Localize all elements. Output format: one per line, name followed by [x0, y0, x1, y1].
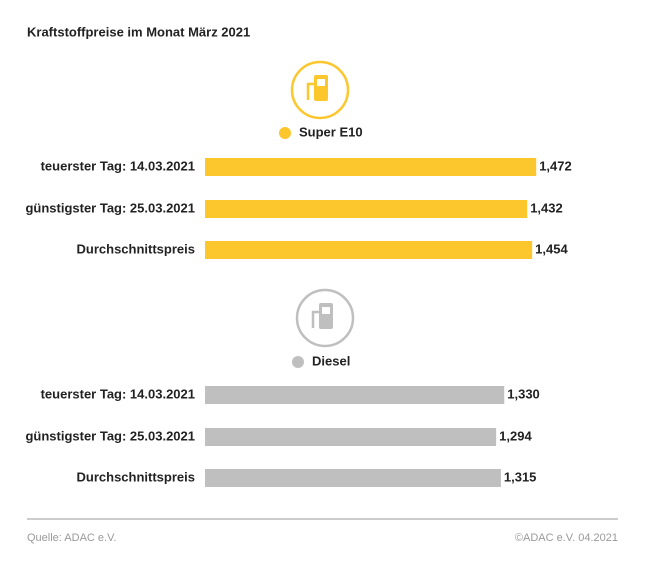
category-label: teuerster Tag: 14.03.2021 [41, 386, 195, 401]
value-label: 1,432 [530, 200, 563, 215]
title: Kraftstoffpreise im Monat März 2021 [27, 24, 250, 39]
fuel-icon [290, 60, 350, 120]
credit: ©ADAC e.V. 04.2021 [515, 532, 618, 544]
fuel-icon [295, 288, 355, 348]
bar [205, 469, 501, 487]
bar [205, 158, 537, 176]
value-label: 1,294 [499, 428, 532, 443]
category-label: Durchschnittspreis [77, 241, 195, 256]
category-label: Durchschnittspreis [77, 469, 195, 484]
legend-swatch [279, 127, 291, 139]
legend-swatch [292, 356, 304, 368]
legend-label: Super E10 [299, 124, 363, 139]
bar [205, 428, 497, 446]
bar [205, 200, 528, 218]
bar [205, 386, 505, 404]
source: Quelle: ADAC e.V. [27, 532, 116, 544]
value-label: 1,330 [507, 386, 540, 401]
value-label: 1,454 [535, 241, 568, 256]
value-label: 1,472 [539, 158, 572, 173]
category-label: teuerster Tag: 14.03.2021 [41, 158, 195, 173]
bar [205, 241, 533, 259]
category-label: günstigster Tag: 25.03.2021 [25, 200, 195, 215]
legend-label: Diesel [312, 353, 350, 368]
category-label: günstigster Tag: 25.03.2021 [25, 428, 195, 443]
value-label: 1,315 [504, 469, 537, 484]
